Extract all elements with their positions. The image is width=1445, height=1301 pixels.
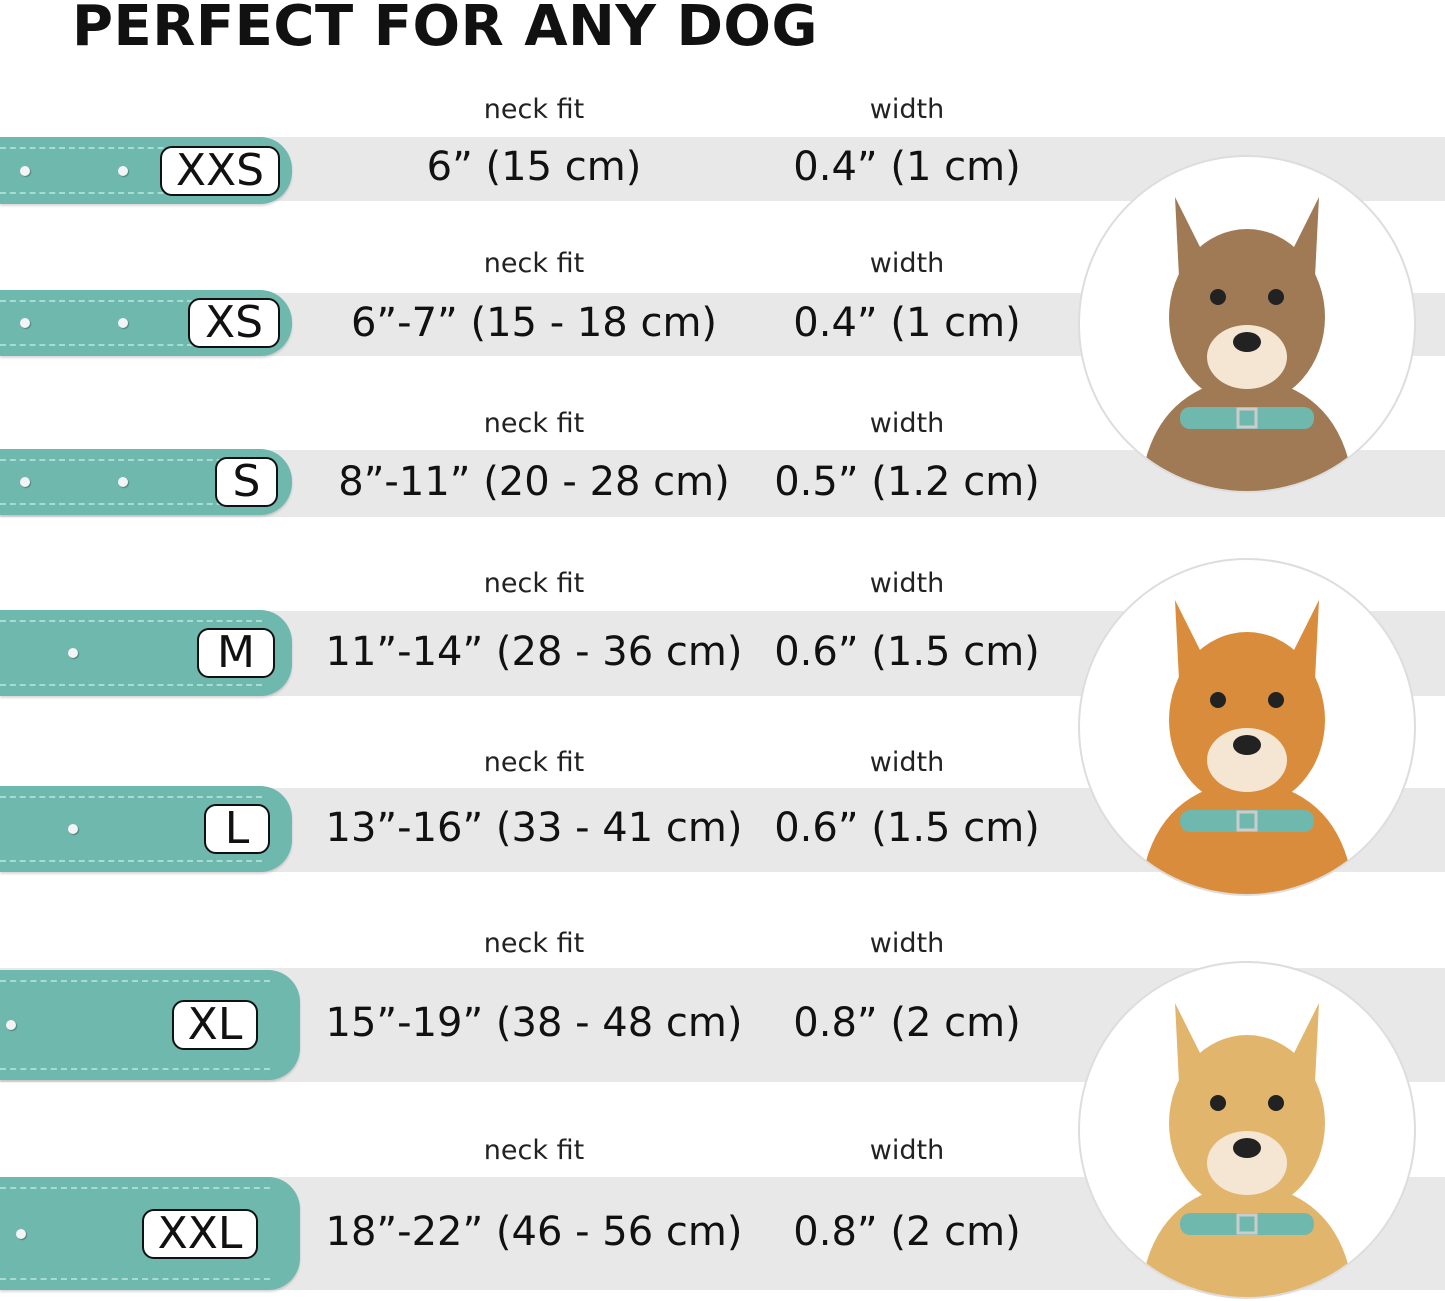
stitching (0, 1068, 270, 1070)
stitching (0, 300, 262, 302)
size-tag: XXL (142, 1208, 258, 1259)
neck-fit-value: 8”-11” (20 - 28 cm) (338, 458, 730, 505)
stitching (0, 459, 262, 461)
corgi-dog-photo (1078, 558, 1416, 896)
neck-fit-label: neck fit (483, 747, 585, 778)
width-value: 0.4” (1 cm) (793, 299, 1021, 346)
width-label: width (869, 408, 945, 439)
neck-fit-value: 15”-19” (38 - 48 cm) (325, 1000, 743, 1046)
page-title: PERFECT FOR ANY DOG (72, 0, 819, 59)
collar-hole (118, 165, 128, 176)
stitching (0, 1278, 270, 1280)
collar-hole (118, 477, 128, 487)
collar-hole (20, 318, 30, 328)
stitching (0, 980, 270, 982)
neck-fit-label: neck fit (483, 1135, 585, 1166)
dog-nose (1233, 1138, 1261, 1158)
collar-hole (6, 1020, 16, 1030)
width-value: 0.8” (2 cm) (793, 1208, 1021, 1255)
dog-illustration (1140, 1003, 1354, 1297)
neck-fit-label: neck fit (483, 248, 585, 279)
size-tag: M (197, 628, 275, 678)
size-tag: L (204, 804, 270, 854)
collar-strap: L (0, 786, 292, 872)
stitching (0, 796, 262, 798)
dog-illustration (1140, 197, 1354, 491)
size-tag: XXS (160, 145, 280, 196)
stitching (0, 192, 262, 194)
neck-fit-label: neck fit (483, 94, 585, 125)
neck-fit-label: neck fit (483, 408, 585, 439)
stitching (0, 684, 262, 686)
collar-on-dog (1180, 407, 1314, 429)
stitching (0, 147, 262, 149)
width-label: width (869, 94, 945, 125)
neck-fit-value: 18”-22” (46 - 56 cm) (325, 1208, 743, 1255)
width-label: width (869, 1135, 945, 1166)
stitching (0, 344, 262, 346)
dog-nose (1233, 332, 1261, 352)
collar-hole (68, 648, 78, 658)
width-value: 0.8” (2 cm) (793, 1000, 1021, 1046)
collar-strap: M (0, 610, 292, 696)
stitching (0, 503, 262, 505)
collar-strap: XL (0, 970, 300, 1080)
collar-strap: S (0, 449, 292, 515)
neck-fit-label: neck fit (483, 568, 585, 599)
collar-on-dog (1180, 810, 1314, 832)
width-label: width (869, 928, 945, 959)
collar-on-dog (1180, 1213, 1314, 1235)
size-tag: S (215, 457, 278, 507)
width-label: width (869, 747, 945, 778)
dog-illustration (1140, 600, 1354, 894)
width-value: 0.6” (1.5 cm) (774, 628, 1040, 675)
neck-fit-label: neck fit (483, 928, 585, 959)
size-tag: XL (172, 1000, 258, 1050)
collar-hole (118, 318, 128, 328)
neck-fit-value: 6”-7” (15 - 18 cm) (350, 299, 718, 346)
collar-hole (68, 824, 78, 834)
neck-fit-value: 13”-16” (33 - 41 cm) (325, 805, 743, 851)
neck-fit-value: 6” (15 cm) (426, 144, 642, 190)
width-label: width (869, 248, 945, 279)
stitching (0, 860, 262, 862)
neck-fit-value: 11”-14” (28 - 36 cm) (325, 628, 743, 675)
collar-hole (20, 477, 30, 487)
width-label: width (869, 568, 945, 599)
width-value: 0.6” (1.5 cm) (774, 805, 1040, 851)
stitching (0, 1187, 270, 1189)
dog-nose (1233, 735, 1261, 755)
collar-strap: XXL (0, 1177, 300, 1290)
stitching (0, 620, 262, 622)
collar-strap: XS (0, 290, 292, 356)
terrier-dog-photo (1078, 155, 1416, 493)
collar-strap: XXS (0, 137, 292, 204)
size-tag: XS (188, 298, 280, 348)
collar-hole (20, 165, 30, 176)
width-value: 0.5” (1.2 cm) (774, 458, 1040, 505)
collar-hole (16, 1228, 26, 1239)
width-value: 0.4” (1 cm) (793, 144, 1021, 190)
labrador-dog-photo (1078, 961, 1416, 1299)
